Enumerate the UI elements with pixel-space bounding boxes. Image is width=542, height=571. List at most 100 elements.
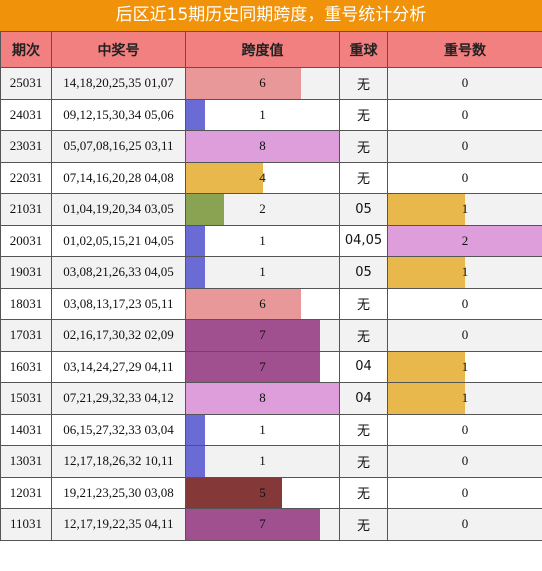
table-row: 17031 02,16,17,30,32 02,09 7 无 0 (0, 319, 542, 352)
period-cell-value: 21031 (9, 201, 43, 217)
repeat-ball-cell: 04 (339, 382, 388, 415)
repeat-count-cell-value: 0 (461, 169, 469, 185)
repeat-count-cell: 0 (387, 98, 542, 131)
period-cell: 15031 (0, 382, 52, 415)
table-row: 12031 19,21,23,25,30 03,08 5 无 0 (0, 476, 542, 509)
period-cell: 12031 (0, 476, 52, 509)
period-cell: 14031 (0, 413, 52, 446)
repeat-ball-cell: 04,05 (339, 224, 388, 257)
span-cell: 7 (185, 319, 340, 352)
repeat-count-cell-value: 0 (461, 516, 469, 532)
numbers-cell-value: 05,07,08,16,25 03,11 (63, 138, 174, 154)
period-cell-value: 25031 (9, 75, 43, 91)
numbers-cell: 14,18,20,25,35 01,07 (51, 67, 186, 100)
repeat-ball-cell-value: 无 (356, 77, 370, 93)
span-cell: 1 (185, 413, 340, 446)
numbers-cell: 03,08,13,17,23 05,11 (51, 287, 186, 320)
numbers-cell-value: 03,08,13,17,23 05,11 (63, 295, 174, 311)
span-cell: 5 (185, 476, 340, 509)
repeat-count-cell-value: 0 (461, 106, 469, 122)
numbers-cell: 03,14,24,27,29 04,11 (51, 350, 186, 383)
span-bar (186, 99, 206, 130)
repeat-bar (388, 225, 542, 256)
repeat-count-cell-value: 1 (461, 390, 469, 406)
period-cell-value: 18031 (9, 295, 43, 311)
repeat-count-cell: 0 (387, 476, 542, 509)
period-cell-value: 13031 (9, 453, 43, 469)
repeat-count-cell-value: 0 (461, 75, 469, 91)
repeat-ball-cell-value: 无 (356, 109, 370, 125)
repeat-count-cell: 1 (387, 256, 542, 289)
numbers-cell-value: 12,17,18,26,32 10,11 (63, 453, 174, 469)
numbers-cell-value: 09,12,15,30,34 05,06 (63, 106, 174, 122)
span-cell: 1 (185, 98, 340, 131)
period-cell-value: 19031 (9, 264, 43, 280)
repeat-count-cell-value: 1 (461, 264, 469, 280)
period-cell: 25031 (0, 67, 52, 100)
repeat-count-cell-value: 0 (461, 295, 469, 311)
span-bar (186, 477, 282, 508)
header-period: 期次 (0, 31, 52, 68)
span-cell-value: 1 (259, 106, 266, 122)
period-cell-value: 17031 (9, 327, 43, 343)
repeat-count-cell: 1 (387, 350, 542, 383)
table-row: 13031 12,17,18,26,32 10,11 1 无 0 (0, 445, 542, 478)
span-cell: 6 (185, 67, 340, 100)
repeat-ball-cell-value: 04,05 (344, 233, 383, 249)
numbers-cell: 03,08,21,26,33 04,05 (51, 256, 186, 289)
span-bar (186, 288, 301, 319)
period-cell-value: 16031 (9, 358, 43, 374)
span-cell-value: 1 (259, 421, 266, 437)
repeat-count-cell: 0 (387, 508, 542, 541)
repeat-ball-cell-value: 05 (355, 201, 372, 217)
repeat-ball-cell: 05 (339, 256, 388, 289)
repeat-count-cell: 0 (387, 67, 542, 100)
period-cell: 11031 (0, 508, 52, 541)
period-cell: 17031 (0, 319, 52, 352)
span-bar (186, 131, 339, 162)
span-bar (186, 68, 301, 99)
repeat-ball-cell: 无 (339, 413, 388, 446)
numbers-cell-value: 01,02,05,15,21 04,05 (63, 232, 174, 248)
repeat-ball-cell-value: 无 (356, 518, 370, 534)
numbers-cell-value: 19,21,23,25,30 03,08 (63, 484, 174, 500)
repeat-bar (388, 351, 465, 382)
period-cell-value: 15031 (9, 390, 43, 406)
repeat-ball-cell-value: 无 (356, 455, 370, 471)
numbers-cell-value: 06,15,27,32,33 03,04 (63, 421, 174, 437)
repeat-bar (388, 383, 465, 414)
table-row: 19031 03,08,21,26,33 04,05 1 05 1 (0, 256, 542, 289)
repeat-ball-cell: 无 (339, 130, 388, 163)
span-bar (186, 225, 206, 256)
numbers-cell: 09,12,15,30,34 05,06 (51, 98, 186, 131)
repeat-count-cell-value: 0 (461, 421, 469, 437)
period-cell-value: 20031 (9, 232, 43, 248)
repeat-ball-cell-value: 05 (355, 264, 372, 280)
table-row: 23031 05,07,08,16,25 03,11 8 无 0 (0, 130, 542, 163)
header-numbers: 中奖号 (51, 31, 186, 68)
period-cell: 23031 (0, 130, 52, 163)
table-row: 25031 14,18,20,25,35 01,07 6 无 0 (0, 67, 542, 100)
numbers-cell: 06,15,27,32,33 03,04 (51, 413, 186, 446)
span-cell: 7 (185, 350, 340, 383)
repeat-ball-cell-value: 04 (355, 359, 372, 375)
table-row: 15031 07,21,29,32,33 04,12 8 04 1 (0, 382, 542, 415)
span-cell: 8 (185, 382, 340, 415)
repeat-count-cell-value: 0 (461, 327, 469, 343)
span-cell-value: 1 (259, 453, 266, 469)
span-cell: 4 (185, 161, 340, 194)
table-row: 11031 12,17,19,22,35 04,11 7 无 0 (0, 508, 542, 541)
period-cell: 19031 (0, 256, 52, 289)
span-bar (186, 257, 206, 288)
numbers-cell: 07,21,29,32,33 04,12 (51, 382, 186, 415)
table-row: 21031 01,04,19,20,34 03,05 2 05 1 (0, 193, 542, 226)
numbers-cell-value: 07,21,29,32,33 04,12 (63, 390, 174, 406)
repeat-count-cell-value: 1 (461, 358, 469, 374)
repeat-ball-cell-value: 无 (356, 424, 370, 440)
span-cell-value: 8 (259, 390, 266, 406)
numbers-cell: 12,17,19,22,35 04,11 (51, 508, 186, 541)
repeat-count-cell-value: 0 (461, 484, 469, 500)
numbers-cell-value: 03,14,24,27,29 04,11 (63, 358, 174, 374)
period-cell-value: 24031 (9, 106, 43, 122)
numbers-cell-value: 12,17,19,22,35 04,11 (63, 516, 174, 532)
